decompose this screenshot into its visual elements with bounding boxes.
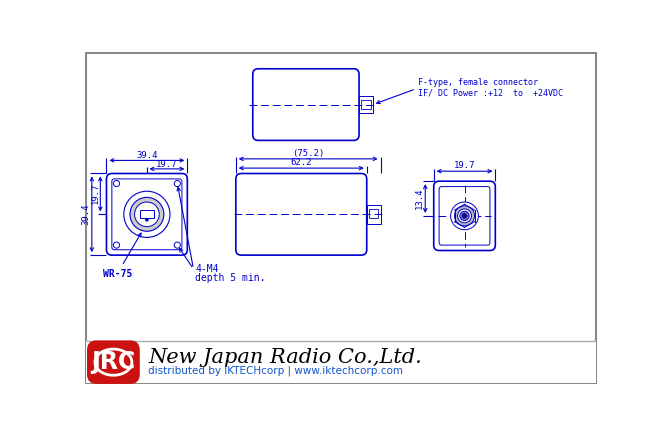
- Text: IF/ DC Power :+12  to  +24VDC: IF/ DC Power :+12 to +24VDC: [418, 88, 563, 97]
- Circle shape: [458, 209, 472, 223]
- Ellipse shape: [95, 349, 132, 375]
- Text: F-type, female connector: F-type, female connector: [418, 78, 537, 87]
- FancyBboxPatch shape: [253, 69, 359, 140]
- Circle shape: [113, 242, 120, 248]
- Bar: [140, 210, 154, 218]
- Circle shape: [146, 219, 148, 221]
- Bar: [367, 205, 380, 223]
- Text: 4-M4: 4-M4: [195, 264, 218, 274]
- Circle shape: [460, 211, 469, 220]
- Circle shape: [174, 181, 180, 187]
- FancyBboxPatch shape: [112, 179, 182, 250]
- Text: New Japan Radio Co.,Ltd.: New Japan Radio Co.,Ltd.: [148, 348, 422, 367]
- FancyBboxPatch shape: [89, 342, 138, 382]
- Circle shape: [135, 202, 159, 227]
- Circle shape: [174, 242, 180, 248]
- Text: JRC: JRC: [91, 350, 135, 374]
- Circle shape: [113, 181, 120, 187]
- Text: (75.2): (75.2): [292, 149, 324, 158]
- Circle shape: [462, 213, 467, 218]
- FancyBboxPatch shape: [434, 181, 496, 251]
- Text: 39.4: 39.4: [136, 151, 158, 160]
- Circle shape: [451, 202, 478, 230]
- Circle shape: [464, 215, 466, 217]
- Text: 19.7: 19.7: [156, 160, 177, 169]
- Bar: [362, 100, 370, 109]
- Bar: [359, 96, 373, 113]
- FancyBboxPatch shape: [107, 174, 187, 255]
- Bar: [369, 209, 378, 218]
- Text: 19.7: 19.7: [91, 183, 99, 204]
- Text: 19.7: 19.7: [454, 161, 476, 170]
- Circle shape: [130, 197, 164, 231]
- Text: depth 5 min.: depth 5 min.: [195, 273, 266, 283]
- FancyBboxPatch shape: [236, 174, 367, 255]
- Text: distributed by IKTECHcorp | www.iktechcorp.com: distributed by IKTECHcorp | www.iktechco…: [148, 365, 403, 376]
- Bar: [87, 341, 596, 383]
- Circle shape: [454, 206, 475, 226]
- Text: 13.4: 13.4: [415, 187, 424, 209]
- Text: 62.2: 62.2: [290, 158, 312, 167]
- Circle shape: [124, 191, 170, 238]
- FancyBboxPatch shape: [439, 187, 490, 245]
- Text: WR-75: WR-75: [103, 233, 141, 279]
- Text: 39.4: 39.4: [81, 203, 90, 225]
